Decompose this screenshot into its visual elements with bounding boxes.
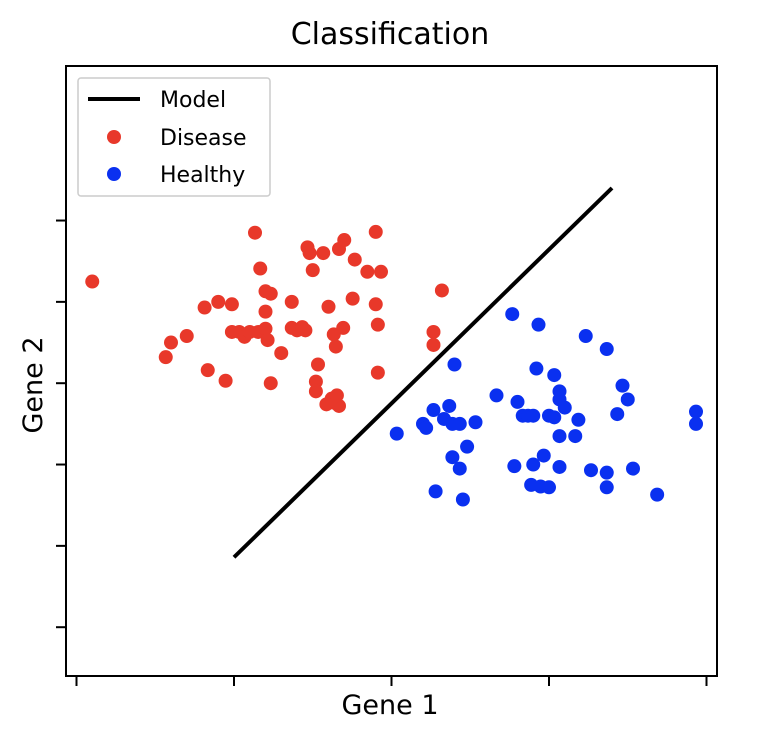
y-axis-label: Gene 2 — [18, 336, 49, 433]
healthy-point-29 — [389, 426, 404, 441]
disease-point-43 — [329, 388, 344, 403]
disease-point-6 — [224, 297, 239, 312]
disease-point-27 — [316, 246, 331, 261]
disease-point-46 — [263, 376, 278, 391]
disease-point-45 — [218, 373, 233, 388]
legend-model-label: Model — [160, 88, 226, 113]
disease-point-28 — [311, 357, 325, 372]
legend-healthy-swatch — [107, 167, 121, 181]
disease-point-11 — [258, 321, 273, 336]
disease-point-2 — [179, 329, 194, 344]
disease-point-35 — [345, 291, 360, 306]
model-line — [232, 186, 614, 559]
model-line-group — [232, 186, 614, 559]
healthy-point-20 — [526, 408, 541, 423]
disease-point-15 — [253, 261, 268, 276]
healthy-point-16 — [489, 388, 504, 403]
healthy-point-14 — [452, 416, 467, 431]
healthy-point-15 — [468, 415, 483, 430]
disease-point-26 — [305, 263, 320, 278]
axis-ticks — [56, 219, 708, 686]
scatter-points — [85, 224, 703, 507]
disease-point-49 — [426, 324, 441, 339]
disease-point-1 — [164, 335, 178, 350]
legend-disease-swatch — [107, 130, 121, 144]
disease-point-17 — [260, 333, 275, 348]
healthy-point-22 — [547, 410, 562, 425]
healthy-point-3 — [599, 342, 614, 357]
disease-point-53 — [370, 365, 385, 380]
disease-point-25 — [300, 240, 315, 255]
disease-point-51 — [434, 283, 449, 298]
healthy-point-48 — [599, 480, 614, 495]
legend-healthy-label: Healthy — [160, 163, 245, 188]
healthy-point-35 — [445, 450, 460, 465]
healthy-point-49 — [650, 487, 665, 502]
healthy-point-4 — [447, 357, 462, 372]
disease-point-37 — [368, 224, 383, 239]
healthy-point-6 — [547, 368, 562, 383]
healthy-point-5 — [529, 361, 544, 376]
healthy-point-44 — [455, 492, 470, 507]
x-axis-label: Gene 1 — [341, 690, 438, 721]
healthy-point-8 — [615, 378, 630, 393]
disease-point-32 — [328, 339, 343, 354]
healthy-point-31 — [419, 420, 434, 435]
disease-point-29 — [308, 374, 323, 389]
disease-point-44 — [200, 363, 215, 378]
disease-point-38 — [374, 264, 388, 279]
healthy-point-47 — [542, 480, 556, 495]
healthy-point-41 — [599, 465, 614, 480]
healthy-point-32 — [552, 429, 567, 444]
disease-point-23 — [298, 323, 313, 338]
disease-point-0 — [85, 274, 100, 289]
disease-point-52 — [224, 324, 239, 339]
healthy-point-50 — [552, 459, 567, 474]
healthy-point-33 — [568, 429, 583, 444]
healthy-point-25 — [571, 412, 586, 427]
healthy-point-10 — [442, 398, 457, 413]
disease-point-4 — [197, 300, 212, 315]
disease-point-30 — [321, 299, 336, 314]
healthy-point-0 — [505, 307, 520, 322]
healthy-point-27 — [689, 404, 703, 419]
disease-point-48 — [360, 264, 375, 279]
healthy-point-34 — [460, 439, 475, 454]
healthy-point-37 — [507, 459, 522, 474]
healthy-point-17 — [510, 394, 525, 409]
healthy-point-1 — [531, 317, 546, 332]
disease-point-18 — [274, 346, 289, 361]
healthy-point-39 — [526, 457, 541, 472]
healthy-point-38 — [536, 448, 551, 463]
disease-point-36 — [347, 252, 362, 267]
disease-point-56 — [336, 320, 351, 335]
disease-point-14 — [258, 304, 273, 319]
healthy-point-43 — [428, 484, 443, 499]
healthy-point-40 — [584, 463, 598, 478]
disease-point-50 — [426, 337, 441, 352]
chart-title: Classification — [291, 17, 490, 52]
disease-point-42 — [319, 397, 334, 412]
healthy-point-11 — [426, 403, 441, 418]
legend-box — [77, 77, 271, 197]
healthy-point-2 — [578, 329, 593, 344]
disease-point-55 — [370, 317, 385, 332]
healthy-point-36 — [452, 461, 467, 476]
disease-point-3 — [158, 350, 173, 365]
disease-point-13 — [263, 286, 278, 301]
legend-disease-label: Disease — [160, 126, 247, 151]
disease-point-34 — [337, 233, 352, 248]
disease-point-54 — [368, 297, 383, 312]
healthy-point-24 — [557, 400, 572, 415]
healthy-point-42 — [626, 461, 640, 476]
healthy-point-9 — [620, 392, 635, 407]
disease-point-5 — [211, 294, 226, 309]
disease-point-20 — [284, 294, 299, 309]
healthy-point-28 — [689, 416, 703, 431]
legend: Model Disease Healthy — [77, 77, 271, 197]
disease-point-47 — [308, 384, 323, 399]
healthy-point-26 — [610, 407, 625, 422]
disease-point-16 — [248, 225, 262, 240]
